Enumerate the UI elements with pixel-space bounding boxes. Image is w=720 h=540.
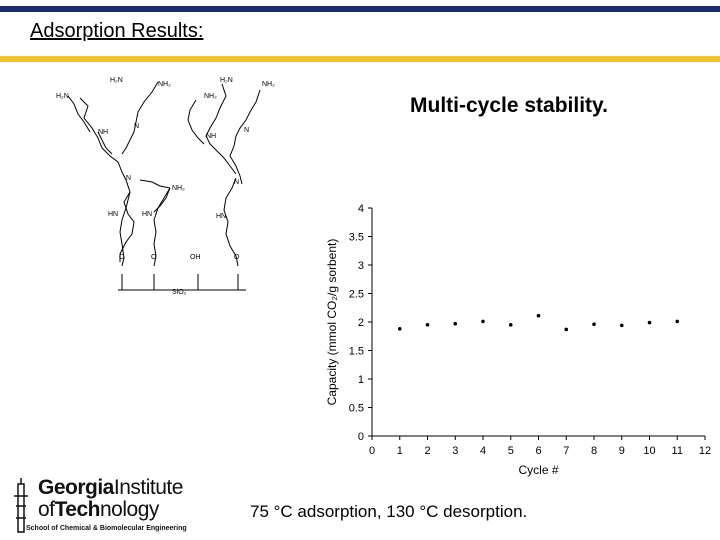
x-tick-label: 12: [699, 445, 711, 457]
y-tick-label: 3.5: [349, 232, 364, 244]
logo-line-2: ofTechnology: [38, 498, 159, 522]
data-point: [619, 323, 624, 328]
atom-label: NH₂: [172, 185, 185, 192]
x-tick-label: 10: [643, 445, 655, 457]
chart-subtitle: Multi-cycle stability.: [410, 94, 608, 117]
data-point: [425, 323, 430, 327]
data-point: [592, 322, 596, 327]
atom-label: H₂N: [220, 77, 233, 84]
logo-text-nology: nology: [99, 498, 159, 521]
slide-heading: Adsorption Results:: [30, 20, 204, 42]
molecule-bonds: [67, 81, 261, 291]
atom-label: N: [234, 179, 239, 186]
data-point: [675, 319, 680, 324]
x-tick-label: 8: [591, 445, 597, 457]
conditions-caption: 75 °C adsorption, 130 °C desorption.: [250, 502, 528, 521]
atom-label: OH: [190, 254, 201, 261]
atom-label: O: [234, 254, 240, 261]
logo-line-1: GeorgiaInstitute: [38, 476, 183, 500]
data-point: [397, 327, 402, 331]
data-point: [481, 319, 485, 324]
x-tick-label: 5: [508, 445, 514, 457]
y-tick-label: 3: [358, 260, 364, 272]
data-point: [508, 323, 513, 327]
atom-label: SiO₂: [172, 289, 187, 296]
x-tick-label: 7: [563, 445, 569, 457]
x-tick-label: 4: [480, 445, 486, 457]
atom-label: HN: [216, 213, 226, 220]
x-tick-label: 1: [397, 445, 403, 457]
logo-text-tech: Tech: [54, 498, 101, 521]
cycle-capacity-chart: 00.511.522.533.540 1 2 3 4 5 6 7 8 9 10 11 12 Capaci…: [325, 203, 711, 477]
data-point: [647, 320, 652, 325]
atom-label: HN: [108, 211, 118, 218]
y-tick-label: 0: [358, 431, 364, 443]
chart-points: [397, 313, 680, 332]
y-tick-label: 2.5: [349, 289, 364, 301]
x-tick-label: 6: [535, 445, 541, 457]
y-tick-label: 1: [358, 374, 364, 386]
data-point: [536, 313, 541, 318]
y-tick-label: 0.5: [349, 403, 364, 415]
atom-label: N: [244, 127, 249, 134]
top-bar: [0, 6, 720, 12]
atom-label: NH: [98, 129, 108, 136]
atom-label: HN: [142, 211, 152, 218]
chart-ticks: 00.511.522.533.540 1 2 3 4 5 6 7 8 9 10 11 12: [349, 203, 711, 457]
atom-label: NH₂: [158, 81, 171, 88]
y-tick-label: 1.5: [349, 346, 364, 358]
logo-text-institute: Institute: [113, 476, 184, 499]
logo-school-name: School of Chemical & Biomolecular Engine…: [26, 525, 187, 532]
logo-text-of: of: [38, 498, 55, 521]
y-axis-label: Capacity (mmol CO₂/g sorbent): [325, 239, 339, 406]
x-tick-label: 9: [619, 445, 625, 457]
chart-axes: [371, 208, 705, 437]
x-tick-label: 2: [424, 445, 430, 457]
dendrimer-structure-diagram: H₂N NH₂ H₂N NH₂ H₂N NH₂ N NH N NH N N NH…: [56, 77, 275, 296]
atom-label: N: [126, 175, 131, 182]
atom-label: O: [119, 254, 125, 261]
molecule-labels: H₂N NH₂ H₂N NH₂ H₂N NH₂ N NH N NH N N NH…: [56, 77, 275, 296]
accent-bar: [0, 56, 720, 62]
georgia-tech-logo: GeorgiaInstitute ofTechnology School of …: [8, 476, 208, 538]
logo-text-georgia: Georgia: [38, 476, 114, 499]
atom-label: H₂N: [110, 77, 123, 84]
atom-label: N: [134, 123, 139, 130]
x-tick-label: 3: [452, 445, 458, 457]
atom-label: NH: [206, 133, 216, 140]
atom-label: NH₂: [204, 93, 217, 100]
data-point: [453, 321, 458, 326]
atom-label: H₂N: [56, 93, 69, 100]
x-axis-label: Cycle #: [518, 463, 558, 477]
y-tick-label: 2: [358, 317, 364, 329]
atom-label: O: [151, 254, 157, 261]
x-tick-label: 0: [369, 445, 375, 457]
tech-tower-icon: [14, 478, 28, 533]
atom-label: NH₂: [262, 81, 275, 88]
y-tick-label: 4: [358, 203, 364, 215]
x-tick-label: 11: [672, 445, 683, 457]
data-point: [564, 327, 569, 332]
